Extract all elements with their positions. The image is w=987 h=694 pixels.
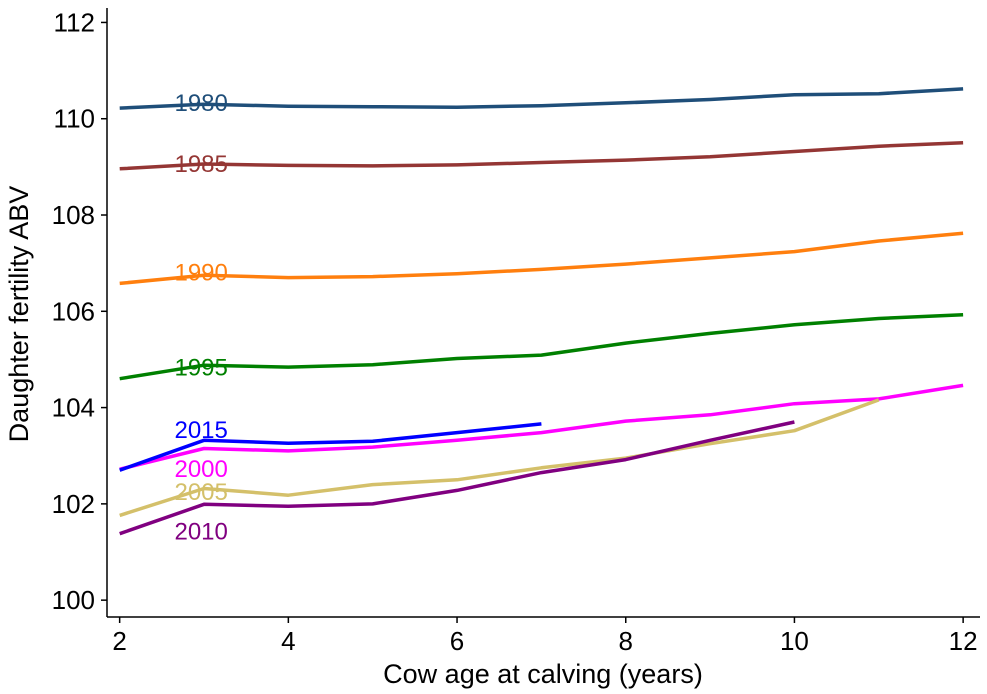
y-tick-label: 100 [52, 585, 95, 615]
x-axis-ticks: 2 4 6 8 10 12 [112, 617, 978, 656]
y-tick-label: 106 [52, 296, 95, 326]
x-axis-title: Cow age at calving (years) [383, 659, 703, 689]
series-line-1980 [119, 87, 964, 110]
x-tick-label: 8 [619, 626, 633, 656]
y-tick-label: 108 [52, 200, 95, 230]
series-label-2010: 2010 [174, 518, 227, 545]
y-tick-label: 110 [54, 104, 95, 134]
series-line-1985 [119, 141, 964, 171]
series-lines [119, 87, 964, 536]
series-line-2010 [119, 420, 795, 536]
y-tick-label: 102 [52, 489, 95, 519]
series-label-2000: 2000 [174, 456, 227, 483]
series-line-2015 [119, 422, 542, 472]
series-label-1995: 1995 [174, 355, 227, 382]
x-tick-label: 10 [780, 626, 809, 656]
series-line-1990 [119, 231, 964, 286]
y-tick-label: 112 [54, 7, 95, 37]
series-label-1985: 1985 [174, 151, 227, 178]
series-label-1990: 1990 [174, 259, 227, 286]
x-tick-label: 12 [949, 626, 978, 656]
series-label-1980: 1980 [174, 90, 227, 117]
x-tick-label: 6 [450, 626, 464, 656]
x-tick-label: 2 [112, 626, 126, 656]
series-line-1995 [119, 312, 964, 381]
series-line-2005 [119, 398, 880, 518]
y-tick-label: 104 [52, 393, 95, 423]
y-axis-title: Daughter fertility ABV [4, 186, 34, 443]
x-tick-label: 4 [281, 626, 295, 656]
series-label-2015: 2015 [174, 417, 227, 444]
series-label-2005: 2005 [174, 479, 227, 506]
series-line-2000 [119, 383, 964, 471]
y-axis-ticks: 100 102 104 106 108 110 112 [52, 7, 107, 615]
